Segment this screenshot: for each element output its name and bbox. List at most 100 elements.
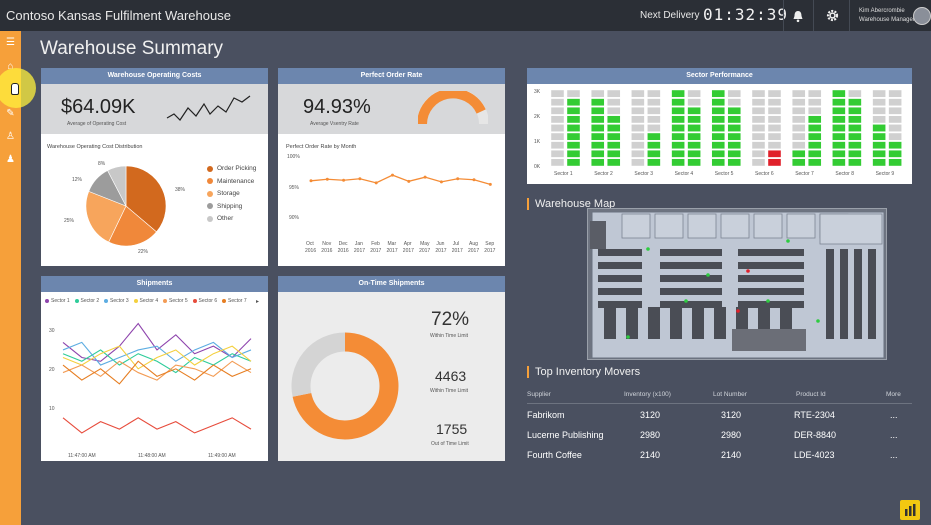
rack-block[interactable] bbox=[711, 149, 726, 158]
worker-marker[interactable] bbox=[816, 319, 820, 323]
worker-marker[interactable] bbox=[706, 273, 710, 277]
rack-block[interactable] bbox=[687, 124, 701, 132]
hamburger-icon[interactable]: ☰ bbox=[6, 37, 15, 48]
rack-block[interactable] bbox=[671, 107, 685, 115]
rack-block[interactable] bbox=[888, 124, 902, 132]
rack-block[interactable] bbox=[566, 141, 581, 149]
data-point[interactable] bbox=[423, 175, 427, 179]
rack-block[interactable] bbox=[832, 132, 846, 141]
rack-block[interactable] bbox=[767, 149, 782, 158]
rack-block[interactable] bbox=[606, 107, 621, 115]
rack-block[interactable] bbox=[550, 141, 565, 149]
data-point[interactable] bbox=[325, 177, 329, 181]
rack-block[interactable] bbox=[848, 149, 862, 158]
rack-block[interactable] bbox=[671, 98, 685, 107]
rack-block[interactable] bbox=[848, 115, 862, 124]
alert-marker[interactable] bbox=[746, 269, 750, 273]
rack-block[interactable] bbox=[687, 141, 701, 149]
rack-block[interactable] bbox=[647, 149, 661, 158]
rack-block[interactable] bbox=[590, 124, 605, 132]
rack-block[interactable] bbox=[606, 124, 621, 132]
rack-block[interactable] bbox=[751, 141, 766, 149]
bell-icon[interactable] bbox=[788, 6, 808, 26]
rack-block[interactable] bbox=[751, 107, 766, 115]
avatar[interactable] bbox=[913, 7, 931, 25]
more-button[interactable]: ... bbox=[890, 430, 898, 440]
worker-marker[interactable] bbox=[684, 299, 688, 303]
warehouse-map[interactable] bbox=[587, 208, 887, 360]
person-icon[interactable]: ♟ bbox=[6, 154, 15, 165]
rack-block[interactable] bbox=[872, 89, 886, 98]
rack-block[interactable] bbox=[631, 98, 645, 107]
rack-block[interactable] bbox=[808, 98, 822, 107]
rack-block[interactable] bbox=[631, 149, 645, 158]
alert-marker[interactable] bbox=[736, 309, 740, 313]
rack-block[interactable] bbox=[888, 149, 902, 158]
rack-block[interactable] bbox=[792, 158, 806, 167]
rack-block[interactable] bbox=[631, 89, 645, 98]
rack-block[interactable] bbox=[631, 115, 645, 124]
rack-block[interactable] bbox=[872, 115, 886, 124]
rack-block[interactable] bbox=[550, 158, 565, 167]
rack-block[interactable] bbox=[550, 107, 565, 115]
rack-block[interactable] bbox=[711, 141, 726, 149]
rack-block[interactable] bbox=[711, 107, 726, 115]
rack-block[interactable] bbox=[727, 98, 742, 107]
rack-block[interactable] bbox=[832, 149, 846, 158]
rack-block[interactable] bbox=[566, 115, 581, 124]
column-header[interactable]: Product Id bbox=[796, 391, 826, 398]
rack-block[interactable] bbox=[808, 132, 822, 141]
rack-block[interactable] bbox=[832, 89, 846, 98]
data-point[interactable] bbox=[439, 180, 443, 184]
pie-slice[interactable] bbox=[85, 190, 127, 243]
rack-block[interactable] bbox=[647, 141, 661, 149]
rack-block[interactable] bbox=[872, 124, 886, 132]
rack-block[interactable] bbox=[711, 89, 726, 98]
rack-block[interactable] bbox=[687, 115, 701, 124]
rack-block[interactable] bbox=[727, 107, 742, 115]
rack-block[interactable] bbox=[631, 124, 645, 132]
rack-block[interactable] bbox=[792, 89, 806, 98]
pie-slice[interactable] bbox=[108, 205, 157, 247]
rack-block[interactable] bbox=[848, 107, 862, 115]
rack-block[interactable] bbox=[792, 107, 806, 115]
rack-block[interactable] bbox=[888, 115, 902, 124]
rack-block[interactable] bbox=[832, 98, 846, 107]
rack-block[interactable] bbox=[647, 115, 661, 124]
badge-icon[interactable]: ♙ bbox=[6, 131, 15, 142]
rack-block[interactable] bbox=[727, 149, 742, 158]
rack-block[interactable] bbox=[606, 115, 621, 124]
rack-block[interactable] bbox=[848, 98, 862, 107]
rack-block[interactable] bbox=[590, 98, 605, 107]
pie-slice[interactable] bbox=[125, 165, 167, 233]
rack-block[interactable] bbox=[767, 98, 782, 107]
rack-block[interactable] bbox=[606, 89, 621, 98]
rack-block[interactable] bbox=[888, 132, 902, 141]
rack-block[interactable] bbox=[792, 141, 806, 149]
rack-block[interactable] bbox=[647, 98, 661, 107]
rack-block[interactable] bbox=[647, 89, 661, 98]
rack-block[interactable] bbox=[727, 124, 742, 132]
rack-block[interactable] bbox=[751, 149, 766, 158]
rack-block[interactable] bbox=[751, 124, 766, 132]
rack-block[interactable] bbox=[631, 141, 645, 149]
rack-block[interactable] bbox=[888, 141, 902, 149]
rack-block[interactable] bbox=[606, 132, 621, 141]
rack-block[interactable] bbox=[872, 141, 886, 149]
rack-block[interactable] bbox=[848, 141, 862, 149]
rack-block[interactable] bbox=[550, 149, 565, 158]
worker-marker[interactable] bbox=[786, 239, 790, 243]
rack-block[interactable] bbox=[767, 107, 782, 115]
rack-block[interactable] bbox=[590, 89, 605, 98]
worker-marker[interactable] bbox=[626, 335, 630, 339]
rack-block[interactable] bbox=[590, 132, 605, 141]
rack-block[interactable] bbox=[888, 98, 902, 107]
rack-block[interactable] bbox=[566, 107, 581, 115]
rack-block[interactable] bbox=[727, 132, 742, 141]
rack-block[interactable] bbox=[566, 158, 581, 167]
rack-block[interactable] bbox=[872, 98, 886, 107]
rack-block[interactable] bbox=[606, 158, 621, 167]
column-header[interactable]: Inventory (x100) bbox=[624, 391, 671, 398]
rack-block[interactable] bbox=[832, 124, 846, 132]
rack-block[interactable] bbox=[711, 124, 726, 132]
